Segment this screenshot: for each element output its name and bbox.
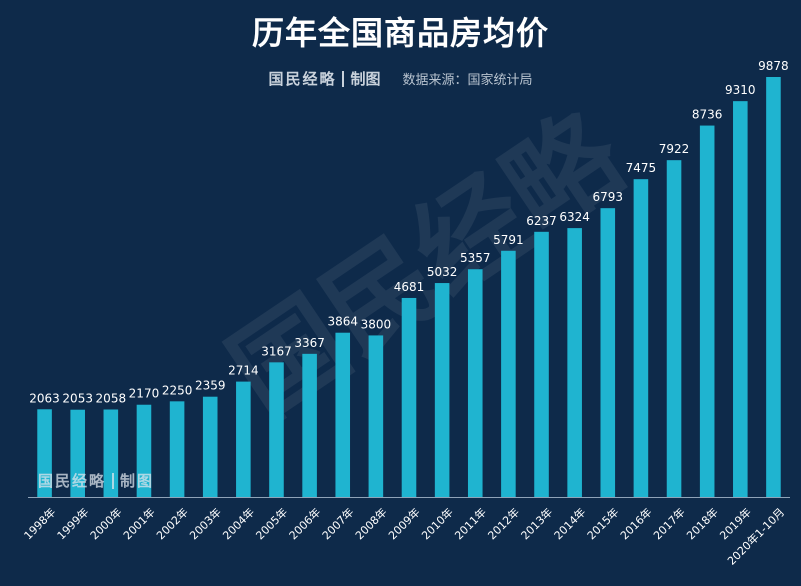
source-text: 数据来源：国家统计局 [402, 73, 533, 88]
bar-2010年 [434, 283, 450, 497]
bar-2006年 [302, 353, 317, 497]
x-tick-2006年: 2006年 [286, 505, 323, 542]
bar-2008年 [368, 335, 384, 497]
value-label-2008年: 3800 [361, 317, 392, 331]
x-tick-1998年: 1998年 [21, 505, 58, 542]
value-label-2009年: 4681 [394, 280, 425, 294]
value-label-2011年: 5357 [460, 251, 491, 265]
value-label-2012年: 5791 [493, 233, 524, 247]
watermark-brand: 国民经略 [38, 472, 107, 490]
bar-2009年 [401, 297, 417, 497]
x-tick-2018年: 2018年 [683, 505, 720, 542]
x-tick-2009年: 2009年 [385, 505, 422, 542]
bar-2020年1-10月 [766, 77, 781, 497]
value-label-2019年: 9310 [725, 83, 756, 97]
bar-2016年 [633, 179, 649, 498]
value-label-2018年: 8736 [692, 108, 723, 122]
credit-line: 国民经略 制图 数据来源：国家统计局 [0, 68, 801, 89]
x-tick-2016年: 2016年 [617, 505, 654, 542]
bar-1998年 [37, 409, 52, 497]
bar-1999年 [70, 409, 85, 497]
x-tick-2005年: 2005年 [253, 505, 290, 542]
credit-separator [342, 71, 345, 87]
x-tick-labels-group: 1998年1999年2000年2001年2002年2003年2004年2005年… [21, 505, 787, 568]
chart-title: 历年全国商品房均价 [251, 14, 549, 52]
value-label-2017年: 7922 [659, 142, 690, 156]
x-tick-2004年: 2004年 [220, 505, 257, 542]
bar-2019年 [733, 101, 748, 498]
watermark-made: 制图 [120, 472, 155, 490]
credit-made: 制图 [350, 70, 381, 88]
bar-2003年 [202, 396, 218, 497]
x-tick-2001年: 2001年 [120, 505, 157, 542]
x-tick-2012年: 2012年 [485, 505, 522, 542]
value-label-2000年: 2058 [96, 392, 127, 406]
value-label-1999年: 2053 [62, 392, 93, 406]
value-label-1998年: 2063 [29, 391, 60, 405]
value-label-2007年: 3864 [327, 315, 358, 329]
bar-2017年 [666, 160, 682, 498]
value-labels-group: 2063 2053 2058 2170 2250 23592714316733673864… [29, 59, 788, 406]
value-label-2015年: 6793 [593, 190, 624, 204]
bars-group [37, 77, 781, 498]
value-label-2016年: 7475 [626, 161, 657, 175]
x-tick-2007年: 2007年 [319, 505, 356, 542]
value-label-2010年: 5032 [427, 265, 458, 279]
x-tick-2008年: 2008年 [352, 505, 389, 542]
bar-2011年 [467, 269, 483, 497]
x-tick-2000年: 2000年 [87, 505, 124, 542]
x-tick-2013年: 2013年 [518, 505, 555, 542]
x-tick-2015年: 2015年 [584, 505, 621, 542]
bar-2012年 [501, 250, 516, 497]
x-tick-2017年: 2017年 [650, 505, 687, 542]
bar-2000年 [103, 409, 119, 497]
value-label-2004年: 2714 [228, 364, 259, 378]
watermark-separator [112, 473, 115, 489]
bar-2002年 [169, 401, 185, 497]
x-tick-1999年: 1999年 [54, 505, 91, 542]
x-tick-2003年: 2003年 [187, 505, 224, 542]
x-tick-2002年: 2002年 [153, 505, 190, 542]
value-label-2006年: 3367 [294, 336, 325, 350]
value-label-2003年: 2359 [195, 379, 226, 393]
x-tick-2011年: 2011年 [452, 505, 489, 542]
bar-2013年 [534, 231, 549, 497]
x-tick-2020年1-10月: 2020年1-10月 [724, 505, 787, 568]
bar-2005年 [269, 362, 284, 497]
bar-2001年 [136, 404, 152, 497]
credit-brand: 国民经略 [268, 70, 337, 88]
value-label-2013年: 6237 [526, 214, 557, 228]
bar-2015年 [600, 208, 616, 498]
value-label-2005年: 3167 [261, 344, 292, 358]
bar-2004年 [236, 381, 251, 497]
bar-2018年 [699, 125, 715, 497]
value-label-2020年1-10月: 9878 [758, 59, 789, 73]
value-label-2014年: 6324 [559, 210, 590, 224]
bottom-watermark: 国民经略 制图 [38, 470, 154, 491]
value-label-2001年: 2170 [129, 387, 160, 401]
x-tick-2010年: 2010年 [418, 505, 455, 542]
bar-2007年 [335, 332, 351, 497]
bar-2014年 [567, 228, 582, 498]
value-label-2002年: 2250 [162, 383, 193, 397]
x-tick-2014年: 2014年 [551, 505, 588, 542]
